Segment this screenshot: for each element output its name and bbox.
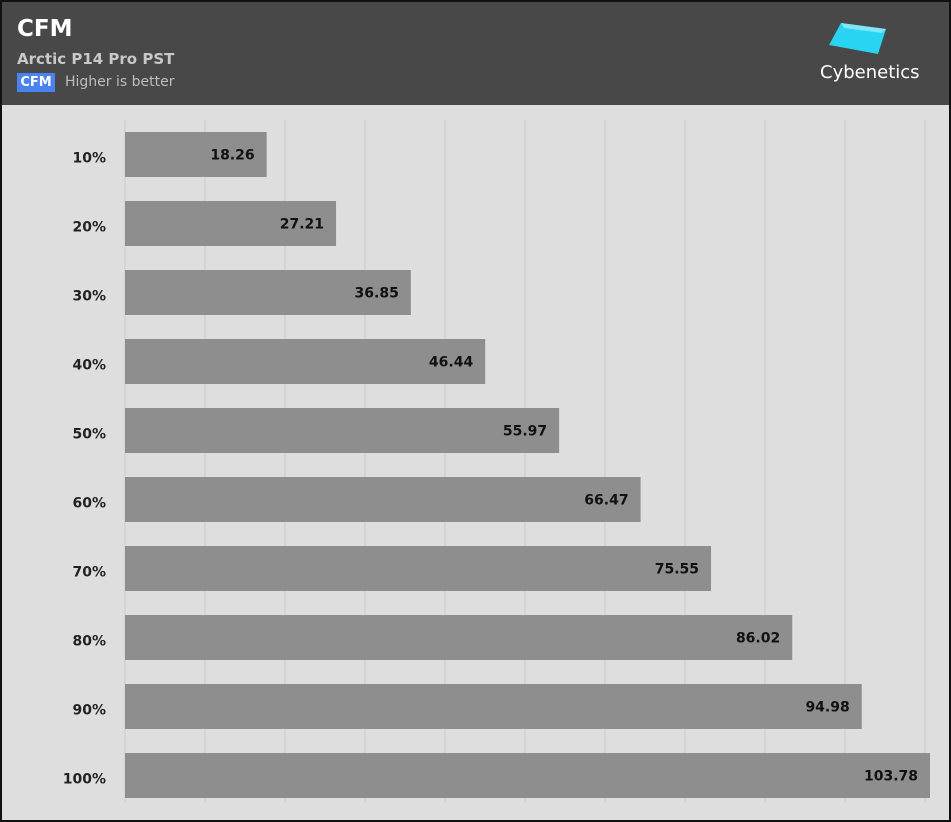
cybenetics-logo-icon bbox=[829, 23, 886, 54]
category-label: 20% bbox=[72, 220, 106, 236]
bar bbox=[125, 408, 560, 453]
bar-chart: 10% 20% 30% 40% 50% 60% 70% 80% 90% 100% 18.26 27.… bbox=[63, 120, 930, 802]
category-labels: 10% 20% 30% 40% 50% 60% 70% 80% 90% 100% bbox=[63, 151, 106, 788]
value-label: 66.47 bbox=[584, 493, 628, 509]
category-label: 10% bbox=[72, 151, 106, 167]
value-label: 75.55 bbox=[655, 562, 699, 578]
bar bbox=[125, 270, 411, 315]
value-label: 36.85 bbox=[355, 286, 399, 302]
value-label: 46.44 bbox=[429, 355, 474, 371]
bar bbox=[125, 615, 793, 660]
value-label: 55.97 bbox=[503, 424, 547, 440]
category-label: 50% bbox=[72, 427, 106, 443]
category-label: 40% bbox=[72, 358, 106, 374]
value-label: 18.26 bbox=[210, 148, 254, 164]
chart-subtitle: Arctic P14 Pro PST bbox=[17, 50, 175, 68]
category-label: 30% bbox=[72, 289, 106, 305]
category-label: 90% bbox=[72, 703, 106, 719]
bar bbox=[125, 684, 862, 729]
bars bbox=[125, 132, 930, 798]
value-label: 103.78 bbox=[864, 769, 918, 785]
category-label: 80% bbox=[72, 634, 106, 650]
value-labels: 18.26 27.21 36.85 46.44 55.97 66.47 75.55 86.02… bbox=[210, 148, 918, 785]
value-label: 94.98 bbox=[805, 700, 849, 716]
chart-title: CFM bbox=[17, 16, 73, 42]
value-label: 86.02 bbox=[736, 631, 780, 647]
bar bbox=[125, 753, 930, 798]
bar bbox=[125, 132, 267, 177]
value-label: 27.21 bbox=[280, 217, 324, 233]
chart-header: CFM Arctic P14 Pro PST CFM Higher is bet… bbox=[2, 2, 949, 105]
logo-shape-highlight bbox=[841, 23, 886, 33]
category-label: 70% bbox=[72, 565, 106, 581]
higher-is-better-note: Higher is better bbox=[65, 74, 175, 90]
bar bbox=[125, 477, 641, 522]
metric-badge: CFM bbox=[17, 73, 55, 92]
brand-name: Cybenetics bbox=[820, 62, 920, 83]
bar bbox=[125, 339, 486, 384]
bar bbox=[125, 201, 337, 246]
category-label: 60% bbox=[72, 496, 106, 512]
bar bbox=[125, 546, 712, 591]
category-label: 100% bbox=[63, 772, 106, 788]
